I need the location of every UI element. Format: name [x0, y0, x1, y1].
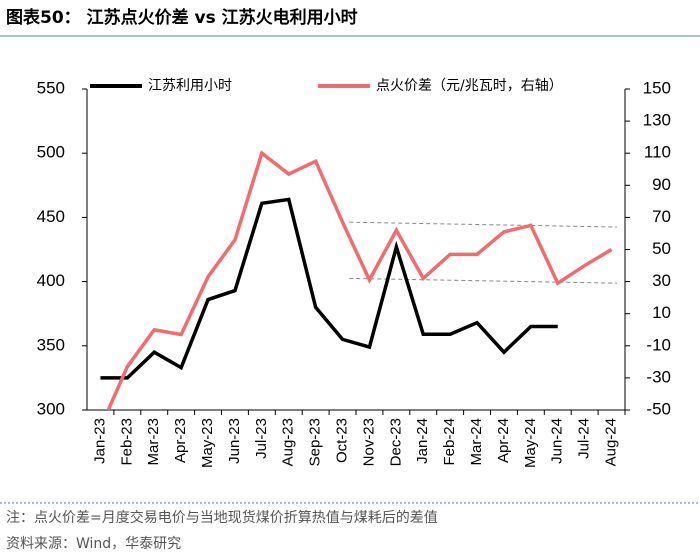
x-tick-label: Jun-23: [226, 418, 243, 464]
x-tick-label: Jul-24: [576, 418, 593, 459]
reference-line: [349, 221, 617, 228]
x-tick-label: Sep-23: [307, 418, 324, 466]
y-tick-label: 450: [37, 207, 65, 226]
series-line: [100, 197, 558, 380]
x-tick-label: Aug-24: [603, 418, 620, 466]
x-tick-label: Apr-23: [172, 418, 189, 463]
y2-tick-label: -50: [646, 399, 671, 418]
source: 资料来源：Wind，华泰研究: [6, 536, 181, 552]
x-tick-label: Mar-24: [468, 418, 485, 466]
y-tick-label: 400: [37, 271, 65, 290]
x-tick-label: Nov-23: [360, 418, 377, 466]
y2-tick-label: 90: [652, 175, 671, 194]
x-tick-label: Jan-24: [414, 418, 431, 464]
x-tick-label: Feb-24: [441, 418, 458, 466]
y-tick-label: 500: [37, 143, 65, 162]
y2-tick-label: 110: [644, 143, 671, 162]
y2-tick-label: 150: [643, 78, 671, 97]
y-tick-label: 550: [37, 78, 65, 97]
plot-area: [100, 150, 613, 410]
legend-label: 点火价差（元/兆瓦时，右轴）: [376, 78, 563, 94]
x-tick-label: Jan-23: [91, 418, 108, 464]
y2-tick-label: 70: [652, 207, 671, 226]
y2-tick-label: 30: [652, 271, 671, 290]
x-tick-label: May-24: [522, 418, 539, 468]
legend-label: 江苏利用小时: [148, 78, 232, 94]
chart-title: 图表50： 江苏点火价差 vs 江苏火电利用小时: [6, 7, 358, 28]
y2-tick-label: 50: [652, 239, 671, 258]
x-tick-label: Aug-23: [280, 418, 297, 466]
x-tick-label: Feb-23: [118, 418, 135, 466]
y2-tick-label: 130: [643, 111, 671, 130]
reference-line: [349, 277, 617, 284]
x-tick-label: Dec-23: [387, 418, 404, 466]
note: 注：点火价差=月度交易电价与当地现货煤价折算热值与煤耗后的差值: [6, 509, 438, 526]
x-tick-label: Mar-23: [145, 418, 162, 466]
y-tick-label: 350: [37, 335, 65, 354]
y2-tick-label: -30: [646, 367, 671, 386]
x-tick-label: Oct-23: [334, 418, 351, 463]
y2-tick-label: -10: [646, 335, 671, 354]
x-tick-label: Jun-24: [549, 418, 566, 464]
y-tick-label: 300: [37, 399, 65, 418]
x-tick-label: May-23: [199, 418, 216, 468]
series-line: [106, 150, 613, 410]
x-tick-label: Apr-24: [495, 418, 512, 463]
x-tick-label: Jul-23: [253, 418, 270, 459]
y2-tick-label: 10: [652, 303, 671, 322]
